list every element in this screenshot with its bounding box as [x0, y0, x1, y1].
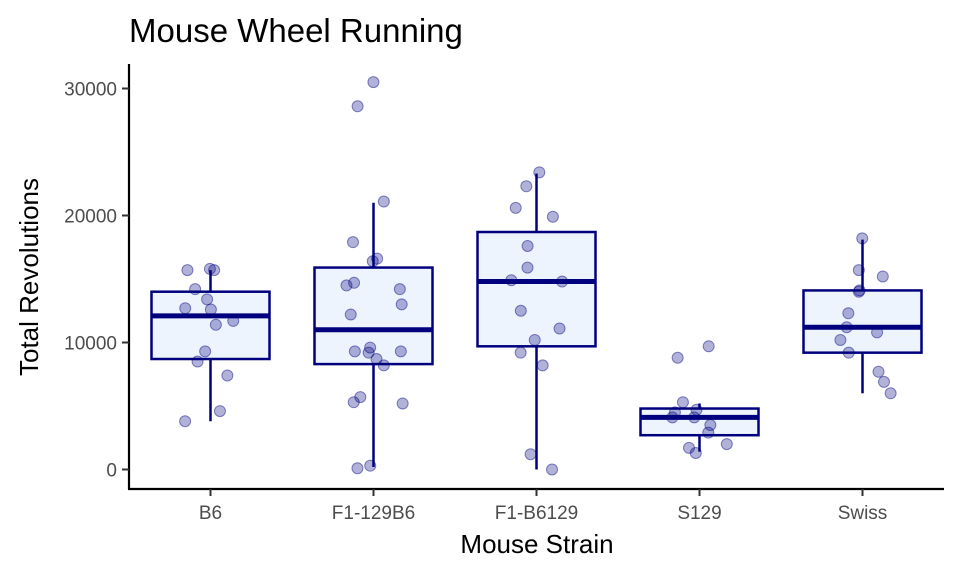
x-tick-label: F1-B6129 — [495, 503, 578, 524]
data-point-f1-129b6 — [362, 346, 375, 359]
data-point-f1-129b6 — [348, 276, 361, 289]
data-point-s129 — [671, 351, 684, 364]
data-point-f1-129b6 — [367, 76, 380, 89]
data-point-s129 — [702, 426, 715, 439]
data-point-b6 — [179, 302, 192, 315]
data-point-f1-b6129 — [514, 304, 527, 317]
x-axis-title: Mouse Strain — [460, 529, 613, 559]
data-point-s129 — [702, 340, 715, 353]
data-point-f1-b6129 — [520, 180, 533, 193]
data-point-s129 — [668, 406, 681, 419]
data-point-s129 — [666, 411, 679, 424]
data-point-f1-b6129 — [536, 359, 549, 372]
data-point-swiss — [852, 285, 865, 298]
axes: 0 10000 20000 30000 B6 F1-129B6 F1-B6129 S129 Sw… — [64, 64, 944, 524]
data-point-f1-129b6 — [344, 308, 357, 321]
data-point-s129 — [690, 403, 703, 416]
chart-title: Mouse Wheel Running — [129, 12, 463, 49]
x-tick-label: S129 — [677, 503, 721, 524]
box-s129 — [639, 407, 760, 437]
data-point-b6 — [201, 293, 214, 306]
data-point-f1-b6129 — [528, 333, 541, 346]
data-point-f1-b6129 — [553, 322, 566, 335]
data-point-f1-129b6 — [347, 396, 360, 409]
y-tick-label: 10000 — [64, 334, 117, 355]
data-point-f1-b6129 — [524, 448, 537, 461]
x-tick-label: F1-129B6 — [332, 503, 415, 524]
data-point-f1-b6129 — [546, 210, 559, 223]
y-tick-label: 0 — [106, 461, 117, 482]
box-swiss — [802, 289, 923, 354]
x-tick-label: B6 — [199, 503, 222, 524]
data-point-swiss — [852, 264, 865, 277]
data-point-swiss — [871, 326, 884, 339]
data-point-b6 — [221, 369, 234, 382]
data-point-b6 — [189, 283, 202, 296]
data-point-b6 — [203, 262, 216, 275]
data-point-f1-129b6 — [396, 397, 409, 410]
data-point-f1-129b6 — [351, 100, 364, 113]
data-point-s129 — [688, 411, 701, 424]
data-point-f1-129b6 — [371, 252, 384, 265]
data-point-b6 — [191, 355, 204, 368]
data-point-swiss — [853, 284, 866, 297]
y-tick-label: 30000 — [64, 80, 117, 101]
data-point-swiss — [842, 307, 855, 320]
data-point-b6 — [209, 318, 222, 331]
x-tick-label: Swiss — [838, 503, 888, 524]
data-point-swiss — [876, 270, 889, 283]
data-point-b6 — [204, 303, 217, 316]
data-point-f1-b6129 — [556, 275, 569, 288]
data-point-f1-b6129 — [505, 274, 518, 287]
data-point-f1-129b6 — [394, 345, 407, 358]
data-point-swiss — [884, 387, 897, 400]
data-point-s129 — [720, 438, 733, 451]
data-point-f1-129b6 — [346, 236, 359, 249]
data-point-f1-b6129 — [514, 346, 527, 359]
data-point-b6 — [213, 405, 226, 418]
data-point-f1-129b6 — [348, 345, 361, 358]
data-point-f1-129b6 — [364, 459, 377, 472]
data-point-s129 — [704, 419, 717, 432]
data-point-f1-b6129 — [509, 201, 522, 214]
data-point-f1-b6129 — [546, 463, 559, 476]
data-point-f1-129b6 — [395, 298, 408, 311]
y-tick-label: 20000 — [64, 207, 117, 228]
data-point-f1-b6129 — [533, 166, 546, 179]
data-point-b6 — [179, 415, 192, 428]
data-point-f1-b6129 — [521, 261, 534, 274]
data-point-swiss — [878, 375, 891, 388]
data-point-swiss — [840, 321, 853, 334]
box-b6 — [150, 290, 271, 361]
data-point-f1-129b6 — [351, 462, 364, 475]
data-point-swiss — [834, 333, 847, 346]
data-point-f1-129b6 — [377, 359, 390, 372]
data-point-f1-129b6 — [366, 255, 379, 268]
box-f1-129b6 — [313, 266, 434, 366]
data-point-f1-129b6 — [340, 279, 353, 292]
data-point-b6 — [199, 345, 212, 358]
data-point-f1-b6129 — [521, 239, 534, 252]
data-point-s129 — [682, 441, 695, 454]
data-point-f1-129b6 — [377, 195, 390, 208]
data-point-swiss — [842, 346, 855, 359]
data-point-swiss — [856, 232, 869, 245]
data-point-b6 — [227, 314, 240, 327]
data-point-b6 — [181, 264, 194, 277]
data-point-s129 — [676, 396, 689, 409]
y-axis-title: Total Revolutions — [14, 178, 44, 376]
data-point-s129 — [689, 446, 702, 459]
data-point-f1-129b6 — [354, 391, 367, 404]
data-point-f1-129b6 — [393, 283, 406, 296]
plot-area — [150, 76, 923, 476]
data-point-b6 — [208, 264, 221, 277]
data-point-f1-129b6 — [370, 353, 383, 366]
data-point-f1-129b6 — [364, 341, 377, 354]
box-f1-b6129 — [476, 230, 597, 348]
data-point-swiss — [872, 365, 885, 378]
